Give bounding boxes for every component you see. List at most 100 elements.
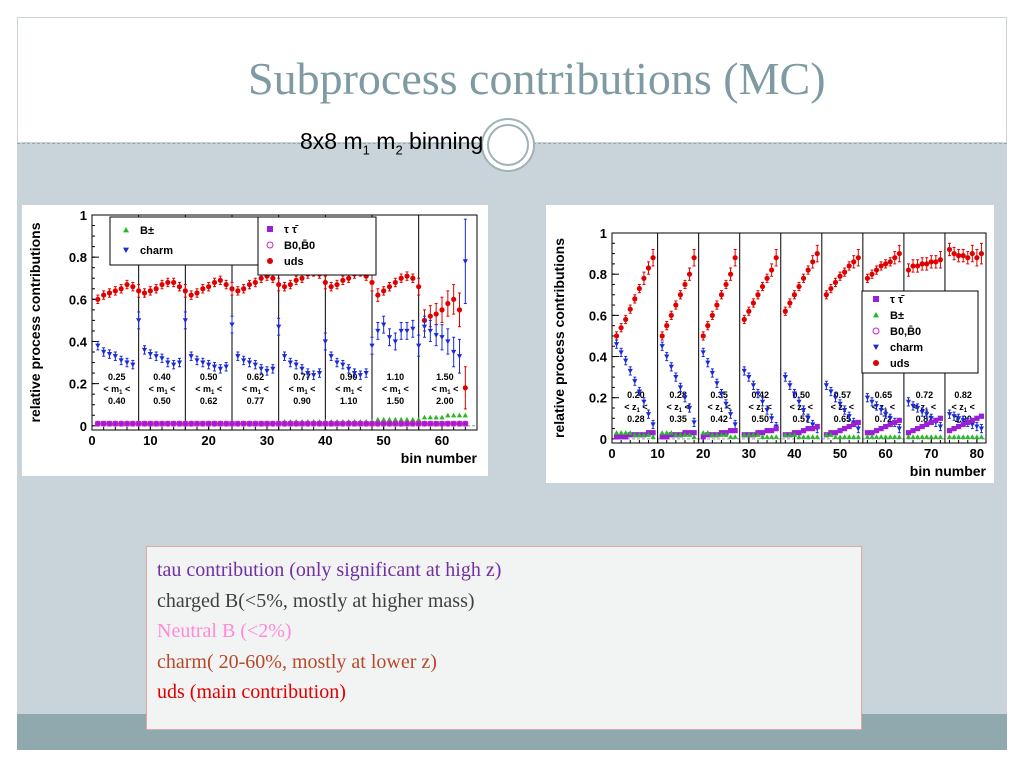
bin-label-low: 1.50 — [436, 372, 454, 382]
data-point — [298, 420, 306, 427]
y-tick-label: 0.6 — [69, 292, 87, 307]
data-point — [842, 425, 848, 432]
data-point — [632, 432, 638, 437]
bin-label-sub: 1 — [164, 390, 168, 396]
data-point — [905, 434, 912, 439]
data-point — [924, 412, 930, 417]
data-point — [276, 324, 282, 330]
data-point — [965, 434, 971, 439]
data-point — [691, 255, 697, 261]
data-point — [832, 395, 839, 401]
data-point — [170, 420, 177, 427]
data-point — [433, 414, 439, 420]
y-tick-label: 0.2 — [589, 391, 607, 406]
y-tick-label: 0.4 — [69, 334, 88, 349]
data-point — [392, 279, 398, 286]
data-point — [723, 401, 729, 407]
data-point — [415, 420, 422, 427]
data-point — [381, 322, 387, 328]
bin-label-high: 0.50 — [751, 414, 769, 424]
data-point — [410, 416, 416, 422]
data-point — [392, 420, 399, 427]
data-point — [978, 250, 985, 257]
y-tick-label: 0.8 — [589, 267, 607, 282]
data-point — [228, 420, 236, 427]
data-point — [650, 430, 656, 436]
data-point — [398, 275, 404, 281]
data-point — [846, 423, 852, 430]
bin-label-var: < m1 < — [195, 384, 222, 396]
data-point — [969, 434, 975, 439]
data-point — [369, 343, 375, 349]
data-point — [755, 432, 761, 437]
data-point — [664, 434, 670, 440]
data-point — [258, 421, 264, 427]
data-point — [741, 432, 747, 437]
bin-label-high: 0.40 — [108, 396, 126, 406]
data-point — [851, 259, 857, 265]
data-point — [842, 407, 848, 413]
data-point — [623, 430, 629, 435]
data-point — [714, 432, 720, 437]
data-point — [334, 360, 340, 366]
bin-label-sub: 1 — [398, 390, 402, 396]
data-point — [965, 255, 971, 261]
legend-right-box — [257, 216, 377, 276]
data-point — [462, 385, 468, 391]
data-point — [165, 421, 171, 427]
legend-marker — [872, 327, 880, 335]
data-point — [956, 416, 962, 421]
data-point — [764, 275, 770, 281]
bin-label-var: < m1 < — [382, 384, 409, 396]
data-point — [851, 434, 857, 439]
x-tick-label: 50 — [376, 433, 390, 448]
data-point — [705, 323, 711, 329]
data-point — [682, 395, 688, 401]
data-point — [95, 421, 101, 427]
data-point — [258, 420, 265, 427]
bin-label-lt: < — [967, 402, 975, 412]
data-point — [381, 416, 387, 422]
data-point — [896, 426, 902, 432]
data-point — [421, 421, 428, 427]
data-point — [311, 373, 317, 378]
bin-label-sub: 1 — [304, 390, 308, 396]
data-point — [896, 417, 902, 423]
data-point — [439, 335, 445, 340]
data-point — [200, 360, 206, 366]
x-axis-label: bin number — [910, 463, 987, 479]
data-point — [878, 263, 884, 269]
data-point — [928, 434, 934, 439]
data-point — [176, 420, 183, 427]
data-point — [723, 432, 729, 437]
data-point — [896, 434, 902, 439]
data-point — [682, 281, 688, 288]
x-tick-label: 80 — [970, 446, 984, 461]
data-point — [194, 421, 200, 427]
x-tick-label: 50 — [833, 446, 847, 461]
data-point — [165, 279, 171, 286]
data-point — [883, 261, 889, 267]
data-point — [159, 356, 165, 361]
data-point — [112, 420, 119, 427]
series-b — [613, 430, 985, 439]
data-point — [905, 267, 912, 273]
data-point — [241, 286, 247, 292]
data-point — [673, 375, 679, 380]
data-point — [258, 275, 264, 281]
y-tick-label: 0.6 — [589, 308, 607, 323]
data-point — [782, 375, 788, 380]
data-point — [759, 399, 766, 405]
data-point — [351, 420, 358, 427]
data-point — [773, 434, 779, 439]
data-point — [668, 364, 674, 370]
data-point — [823, 383, 829, 388]
data-point — [946, 246, 953, 253]
data-point — [914, 434, 921, 439]
bin-label-lt: < — [122, 384, 130, 394]
bin-label-low: 0.40 — [153, 372, 171, 382]
bin-label-sub: 1 — [447, 390, 451, 396]
data-point — [636, 432, 642, 437]
data-point — [878, 407, 884, 413]
data-point — [910, 428, 916, 434]
